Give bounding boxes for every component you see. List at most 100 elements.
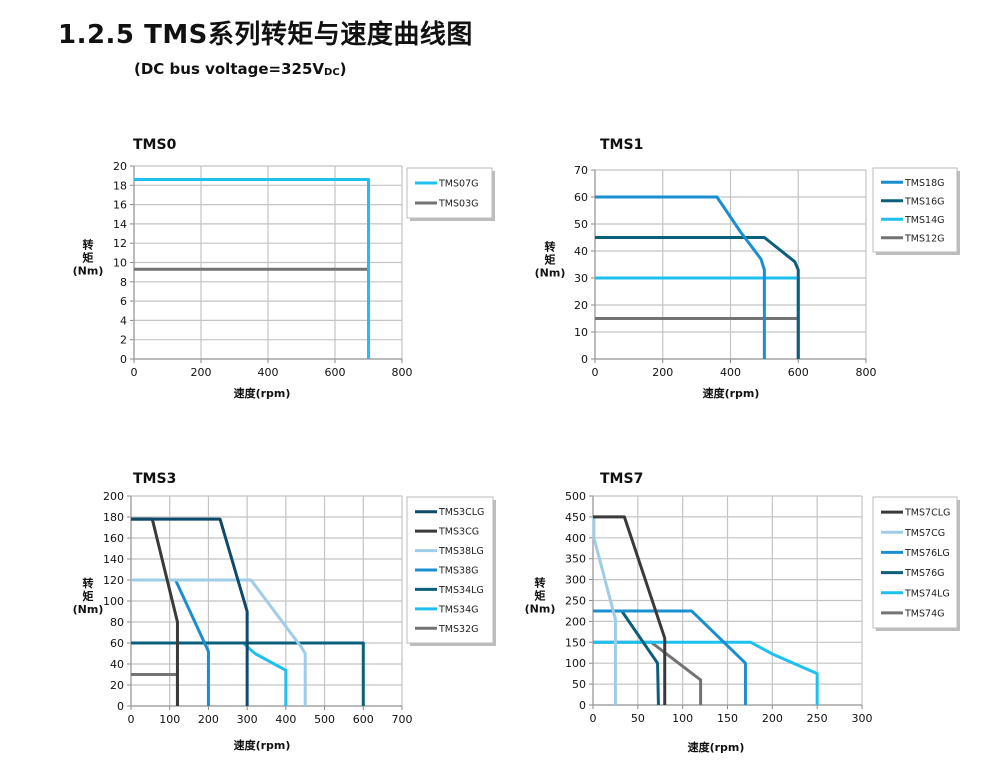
y-tick-label: 8 — [120, 276, 127, 289]
x-axis-label: 速度(rpm) — [688, 740, 745, 754]
y-axis-label: 矩 — [83, 589, 94, 603]
legend-label: TMS07G — [438, 179, 478, 190]
y-axis-label: (Nm) — [525, 603, 556, 616]
legend-label: TMS76G — [904, 568, 944, 579]
y-tick-label: 100 — [565, 657, 586, 670]
legend-label: TMS38G — [438, 566, 478, 577]
series-line-tms07g — [134, 178, 370, 359]
legend-label: TMS16G — [904, 196, 944, 207]
y-tick-label: 0 — [581, 353, 588, 366]
y-tick-label: 100 — [103, 595, 124, 608]
y-tick-label: 30 — [574, 272, 588, 285]
x-tick-label: 250 — [807, 712, 828, 725]
legend-label: TMS7CLG — [904, 508, 950, 519]
y-tick-label: 18 — [113, 179, 127, 192]
series-line-tms12g — [595, 317, 800, 359]
y-tick-label: 20 — [574, 299, 588, 312]
series-line-tms3cg — [131, 517, 179, 706]
y-tick-label: 400 — [565, 532, 586, 545]
y-tick-label: 140 — [103, 553, 124, 566]
y-tick-label: 12 — [113, 237, 127, 250]
legend-box — [872, 496, 958, 629]
y-tick-label: 14 — [113, 218, 127, 231]
legend-label: TMS74LG — [904, 588, 950, 599]
series-line-tms32g — [131, 673, 179, 706]
y-tick-label: 60 — [574, 191, 588, 204]
y-tick-label: 200 — [103, 490, 124, 503]
x-tick-label: 150 — [717, 712, 738, 725]
y-axis-label: (Nm) — [73, 603, 104, 616]
series-line-tms7clg — [593, 515, 667, 705]
legend-label: TMS32G — [438, 624, 478, 635]
x-tick-label: 200 — [652, 366, 673, 379]
series-line-tms14g — [595, 276, 800, 319]
x-tick-label: 800 — [392, 366, 413, 379]
chart-title: TMS3 — [133, 471, 176, 487]
legend-label: TMS3CG — [438, 527, 479, 538]
series-line-tms76lg — [593, 609, 747, 705]
y-axis-label: 转 — [83, 238, 94, 252]
y-axis-label: (Nm) — [73, 265, 104, 278]
y-tick-label: 2 — [120, 334, 127, 347]
series-line-tms74lg — [593, 640, 819, 705]
x-tick-label: 600 — [788, 366, 809, 379]
x-tick-label: 400 — [275, 713, 296, 726]
legend-box — [406, 167, 493, 219]
x-tick-label: 700 — [392, 713, 413, 726]
legend: TMS3CLG TMS3CG TMS38LG TMS38G TMS34LG TMS34G T… — [406, 496, 496, 646]
y-tick-label: 20 — [110, 679, 124, 692]
y-tick-label: 70 — [574, 164, 588, 177]
chart-title: TMS0 — [133, 137, 177, 153]
y-axis-label: (Nm) — [535, 267, 566, 280]
y-tick-label: 300 — [565, 574, 586, 587]
x-tick-label: 0 — [590, 712, 597, 725]
legend: TMS7CLG TMS7CG TMS76LG TMS76G TMS74LG TMS74G — [872, 496, 960, 631]
y-tick-label: 250 — [565, 595, 586, 608]
y-tick-label: 40 — [574, 245, 588, 258]
y-tick-label: 180 — [103, 511, 124, 524]
y-tick-label: 60 — [110, 637, 124, 650]
x-tick-label: 200 — [762, 712, 783, 725]
subtitle-subscript: DC — [324, 67, 340, 78]
y-tick-label: 500 — [565, 490, 586, 503]
y-tick-label: 4 — [120, 314, 127, 327]
x-tick-label: 500 — [314, 713, 335, 726]
legend-label: TMS38LG — [438, 546, 484, 557]
chart-tms7: TMS7 0 50 100 150 200 250 300 350 400 450 500 0 50 100… — [525, 471, 960, 754]
series-line-tms74g — [593, 640, 703, 705]
y-axis-label: 矩 — [545, 253, 556, 267]
x-tick-label: 600 — [353, 713, 374, 726]
y-tick-label: 0 — [120, 353, 127, 366]
y-tick-label: 10 — [113, 257, 127, 270]
y-tick-label: 160 — [103, 532, 124, 545]
x-tick-label: 200 — [198, 713, 219, 726]
series-line-tms34lg — [131, 641, 365, 706]
subtitle-text: (DC bus voltage=325V — [134, 60, 325, 78]
x-tick-label: 300 — [852, 712, 873, 725]
chart-tms3: TMS3 0 20 40 60 80 100 120 140 160 180 200 0 100 200 30… — [73, 471, 496, 752]
y-tick-label: 200 — [565, 615, 586, 628]
series-line-tms7cg — [592, 516, 617, 705]
legend: TMS18G TMS16G TMS14G TMS12G — [872, 167, 960, 255]
y-tick-label: 80 — [110, 616, 124, 629]
x-tick-label: 400 — [720, 366, 741, 379]
x-axis-label: 速度(rpm) — [234, 738, 291, 752]
legend-label: TMS34G — [438, 604, 478, 615]
y-tick-label: 0 — [579, 699, 586, 712]
y-tick-label: 350 — [565, 553, 586, 566]
x-tick-label: 600 — [325, 366, 346, 379]
y-axis-label: 转 — [83, 576, 94, 590]
x-tick-label: 100 — [672, 712, 693, 725]
legend-label: TMS14G — [904, 215, 944, 226]
y-tick-label: 50 — [574, 218, 588, 231]
y-tick-label: 16 — [113, 199, 127, 212]
x-tick-label: 0 — [592, 366, 599, 379]
y-tick-label: 50 — [572, 678, 586, 691]
x-tick-label: 400 — [258, 366, 279, 379]
page-subtitle: (DC bus voltage=325VDC) — [134, 60, 347, 78]
legend-label: TMS7CG — [904, 528, 945, 539]
y-tick-label: 0 — [117, 700, 124, 713]
legend-label: TMS03G — [438, 199, 478, 210]
x-tick-label: 300 — [237, 713, 258, 726]
